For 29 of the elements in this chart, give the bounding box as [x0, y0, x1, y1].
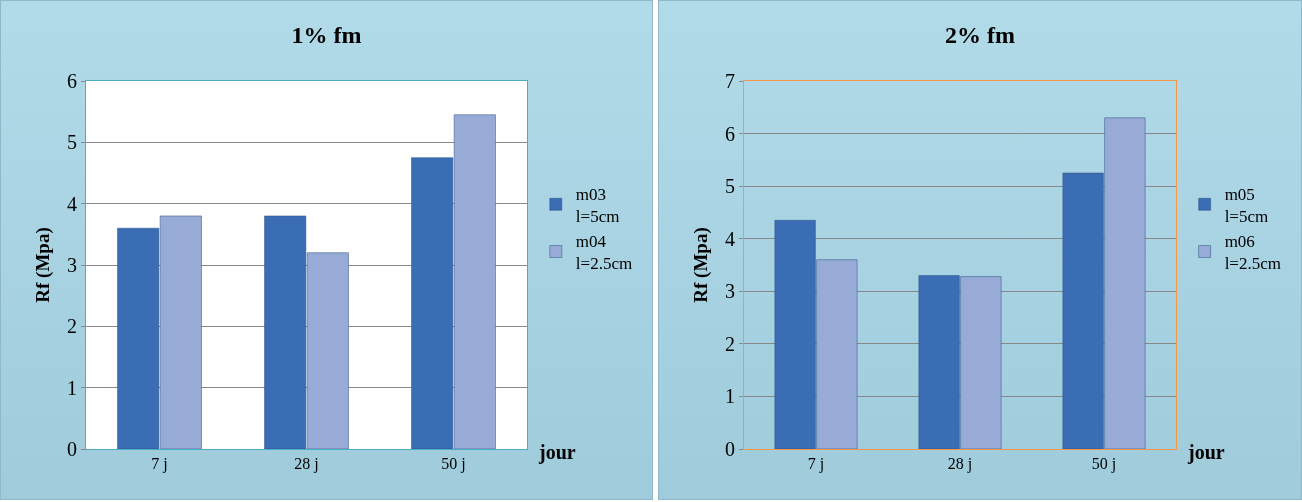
x-tick-label: 28 j	[294, 455, 319, 474]
x-tick-label: 7 j	[151, 455, 168, 474]
legend-label: m04 l=2.5cm	[575, 232, 633, 274]
legend-label: m06 l=2.5cm	[1224, 232, 1281, 274]
y-tick-label: 4	[725, 227, 735, 250]
y-tick-label: 0	[67, 438, 77, 460]
y-tick-label: 1	[725, 385, 735, 408]
x-axis-title: jour	[1187, 441, 1225, 464]
y-axis-title: Rf (Mpa)	[31, 227, 54, 303]
y-tick-label: 5	[725, 175, 735, 198]
y-tick-label: 3	[725, 280, 735, 303]
chart-title: 1% fm	[291, 21, 362, 48]
y-tick-label: 5	[67, 131, 77, 154]
x-tick-label: 50 j	[1091, 455, 1117, 474]
y-tick-label: 0	[725, 438, 735, 460]
y-axis-title: Rf (Mpa)	[689, 227, 712, 303]
x-tick-label: 28 j	[947, 455, 973, 474]
y-tick-label: 3	[67, 254, 77, 276]
x-tick-label: 50 j	[441, 455, 466, 474]
y-tick-label: 6	[725, 122, 735, 145]
x-tick-label: 7 j	[807, 455, 825, 474]
y-tick-label: 2	[67, 315, 77, 338]
chart-title: 2% fm	[945, 21, 1015, 48]
y-tick-label: 6	[67, 70, 77, 92]
y-tick-label: 2	[725, 332, 735, 355]
x-axis-title: jour	[538, 441, 576, 464]
y-tick-label: 1	[67, 376, 77, 399]
y-tick-label: 4	[67, 192, 77, 215]
y-tick-label: 7	[725, 70, 735, 92]
